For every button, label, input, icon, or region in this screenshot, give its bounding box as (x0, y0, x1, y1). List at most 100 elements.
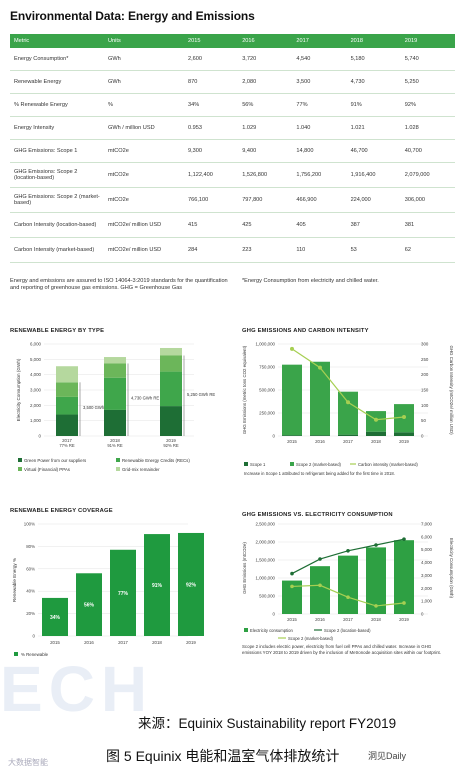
x-tick-sublabel: 77% RE (59, 443, 75, 448)
x-tick-label: 2018 (371, 439, 381, 444)
annotation-label: 3,500 GWh RE (83, 405, 111, 410)
scope2-location-point (318, 557, 322, 561)
bar-scope2 (310, 361, 330, 436)
y-tick-label: 500,000 (259, 594, 275, 599)
x-tick-label: 2019 (399, 439, 409, 444)
table-cell: 1,756,200 (292, 162, 347, 188)
table-cell: mtCO2e/ million USD (104, 212, 184, 238)
y-tick-label: 3,000 (30, 388, 42, 393)
legend-label: Scope 2 (market-based) (296, 462, 342, 467)
x-tick-label: 2016 (315, 617, 325, 622)
scope2-location-point (290, 571, 294, 576)
x-tick-label: 2019 (186, 640, 196, 645)
y2-axis-label: GHG Carbon Intensity (mtCO2e/ million US… (449, 345, 454, 435)
column-header: 2017 (292, 34, 347, 48)
table-cell: GHG Emissions: Scope 1 (10, 139, 104, 163)
bar-scope1 (282, 435, 302, 436)
bar-segment (104, 377, 126, 410)
y2-tick-label: 7,000 (421, 522, 433, 527)
scope2-market-point (290, 584, 294, 589)
figure-caption: 图 5 Equinix 电能和温室气体排放统计 (106, 748, 340, 764)
bar-segment (56, 366, 78, 383)
bar-renewable (110, 549, 136, 636)
column-header: Metric (10, 34, 104, 48)
bar-scope1 (366, 431, 386, 436)
background-watermark: ECH (0, 653, 154, 725)
y2-tick-label: 3,000 (421, 573, 433, 578)
y2-tick-label: 4,000 (421, 560, 433, 565)
table-cell: 224,000 (346, 187, 401, 213)
legend-swatch (18, 467, 22, 471)
table-row: GHG Emissions: Scope 1 mtCO2e 9,300 9,400 14… (10, 139, 455, 163)
bar-electricity (338, 555, 358, 614)
table-cell: 870 (184, 70, 239, 94)
table-cell: 91% (346, 93, 401, 117)
y-tick-label: 250,000 (259, 411, 275, 416)
bar-electricity (366, 547, 386, 614)
legend-label: Carbon intensity (market-based) (358, 462, 418, 467)
table-cell: 5,250 (400, 70, 455, 94)
page-title: Environmental Data: Energy and Emissions (10, 9, 255, 23)
source-line: 来源：Equinix Sustainability report FY2019 (138, 716, 397, 731)
x-tick-label: 2015 (287, 439, 297, 444)
x-tick-label: 2016 (84, 640, 94, 645)
y2-tick-label: 2,000 (421, 586, 433, 591)
table-cell: % Renewable Energy (10, 93, 104, 117)
legend-label: Scope 2 (market-based) (288, 636, 334, 641)
y-tick-label: 2,000 (30, 403, 42, 408)
x-tick-label: 2017 (343, 617, 353, 622)
bar-segment (160, 406, 182, 436)
y-tick-label: 2,500,000 (255, 522, 275, 527)
table-header-row: Metric Units 2015 2016 2017 2018 2019 (10, 34, 455, 48)
table-cell: Energy Intensity (10, 116, 104, 140)
table-cell: 1,916,400 (346, 162, 401, 188)
table-cell: GWh / million USD (104, 116, 184, 140)
bar-scope2 (282, 364, 302, 436)
data-label: 34% (50, 615, 61, 621)
y2-tick-label: 5,000 (421, 547, 433, 552)
table-row: GHG Emissions: Scope 2 (location-based) m… (10, 162, 455, 188)
legend-swatch (244, 628, 248, 632)
y-tick-label: 2,000,000 (255, 540, 275, 545)
y2-tick-label: 0 (421, 612, 424, 617)
bar-segment (56, 414, 78, 436)
y-tick-label: 4,000 (30, 372, 42, 377)
column-header: 2015 (184, 34, 239, 48)
table-cell: 2,600 (184, 48, 239, 71)
x-tick-sublabel: 92% RE (163, 443, 179, 448)
bar-renewable (42, 597, 68, 636)
table-cell: 381 (400, 212, 455, 238)
table-cell: GHG Emissions: Scope 2 (location-based) (10, 162, 104, 188)
table-cell: 1.029 (238, 116, 293, 140)
table-cell: GWh (104, 70, 184, 94)
table-cell: Carbon Intensity (location-based) (10, 212, 104, 238)
legend-label: Scope 1 (250, 462, 266, 467)
column-header: 2016 (238, 34, 293, 48)
y-tick-label: 1,000,000 (255, 342, 275, 347)
y2-axis-label: Electricity Consumption (GWh) (449, 538, 454, 599)
table-cell: 466,900 (292, 187, 347, 213)
table-cell: mtCO2e (104, 187, 184, 213)
table-cell: 56% (238, 93, 293, 117)
y2-tick-label: 200 (421, 372, 429, 377)
table-cell: Energy Consumption* (10, 48, 104, 71)
table-cell: 5,180 (346, 48, 401, 71)
table-row: Energy Intensity GWh / million USD 0.953 1.… (10, 116, 455, 140)
table-row: Carbon Intensity (location-based) mtCO2e/… (10, 212, 455, 238)
table-cell: 797,800 (238, 187, 293, 213)
x-tick-label: 2018 (371, 617, 381, 622)
table-cell: 1.028 (400, 116, 455, 140)
column-header: 2019 (400, 34, 455, 48)
legend-swatch (18, 458, 22, 462)
watermark-left: 大数据智能 (8, 758, 48, 767)
intensity-point (346, 400, 350, 405)
bar-segment (104, 409, 126, 436)
table-cell: 1,122,400 (184, 162, 239, 188)
table-cell: 766,100 (184, 187, 239, 213)
legend-label: Renewable Energy Credits (RECs) (122, 458, 190, 463)
y-tick-label: 40% (26, 589, 35, 594)
table-cell: 405 (292, 212, 347, 238)
table-cell: 415 (184, 212, 239, 238)
table-cell: 2,080 (238, 70, 293, 94)
intensity-point (374, 417, 378, 422)
